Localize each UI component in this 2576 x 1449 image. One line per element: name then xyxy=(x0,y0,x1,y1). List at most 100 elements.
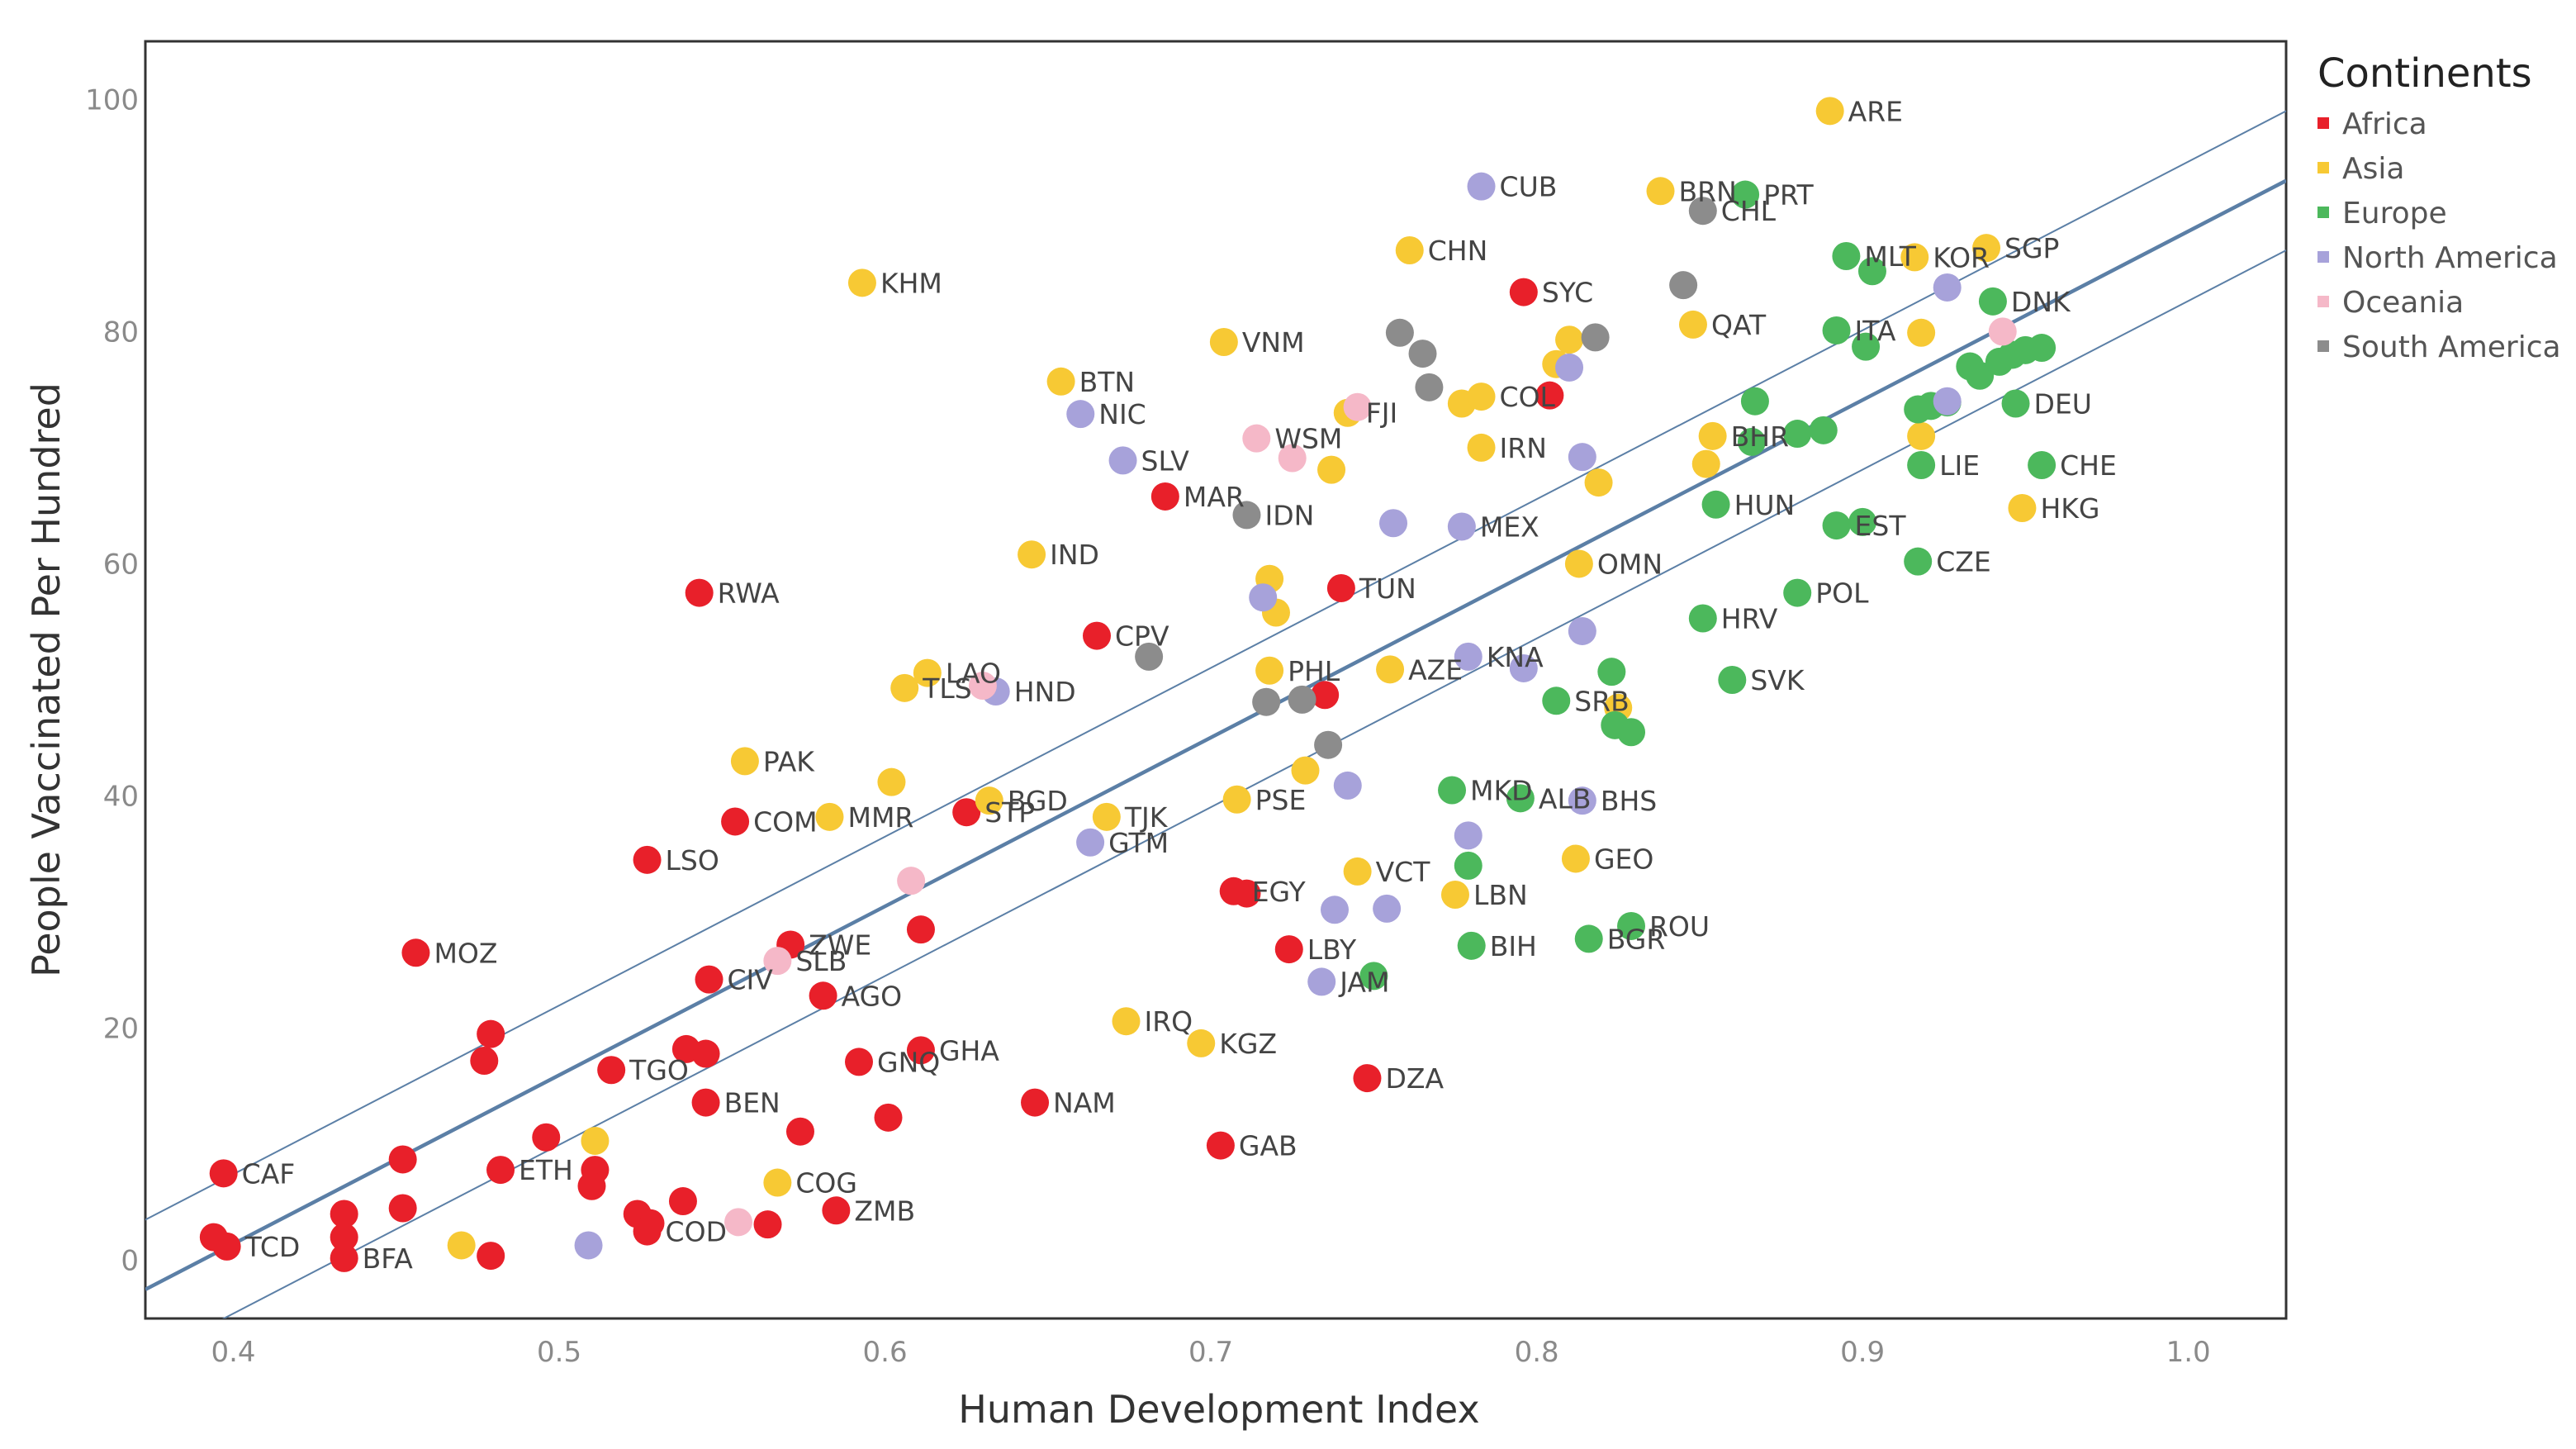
y-axis-title: People Vaccinated Per Hundred xyxy=(24,382,69,977)
data-point-africa xyxy=(691,1088,720,1117)
data-point-south-america xyxy=(1232,501,1261,530)
point-label: HKG xyxy=(2040,492,2099,525)
data-point-africa xyxy=(685,578,714,607)
data-point-europe xyxy=(1737,427,1766,456)
data-point-north-america xyxy=(1454,821,1483,850)
data-point-africa xyxy=(1311,681,1340,710)
y-tick-label: 100 xyxy=(85,83,139,116)
data-point-europe xyxy=(1822,511,1851,540)
y-tick-label: 60 xyxy=(103,548,139,581)
point-label: SVK xyxy=(1750,664,1805,696)
point-label: MKD xyxy=(1470,775,1533,807)
data-point-europe xyxy=(1359,962,1388,991)
data-point-north-america xyxy=(1933,273,1962,302)
data-point-north-america xyxy=(1076,828,1105,857)
data-point-europe xyxy=(1542,686,1571,715)
data-point-africa xyxy=(1509,278,1538,306)
point-label: JAM xyxy=(1338,966,1389,998)
data-point-africa xyxy=(532,1123,561,1152)
legend-swatch xyxy=(2317,207,2329,218)
data-point-europe xyxy=(1904,547,1933,576)
point-label: GHA xyxy=(939,1034,999,1067)
point-label: IND xyxy=(1050,539,1099,571)
point-label: SGP xyxy=(2004,232,2059,264)
point-label: ARE xyxy=(1848,95,1903,127)
data-point-asia xyxy=(763,1168,792,1197)
point-label: TLS xyxy=(922,672,972,705)
point-label: KHM xyxy=(880,267,942,299)
point-label: MEX xyxy=(1480,511,1539,543)
data-point-asia xyxy=(1900,243,1929,272)
data-point-oceania xyxy=(1343,392,1372,421)
y-axis-ticks: 0 20 40 60 80 100 xyxy=(85,83,139,1277)
legend-swatch xyxy=(2317,296,2329,307)
point-label: TGO xyxy=(629,1054,689,1086)
point-label: ALB xyxy=(1539,782,1592,815)
point-label: DNK xyxy=(2011,286,2071,318)
y-tick-label: 80 xyxy=(103,316,139,349)
point-label: POL xyxy=(1815,577,1869,610)
x-tick-label: 0.9 xyxy=(1840,1336,1885,1369)
data-point-north-america xyxy=(1555,353,1584,382)
data-point-africa xyxy=(470,1046,499,1075)
data-point-asia xyxy=(877,767,906,796)
data-point-asia xyxy=(1018,540,1046,569)
data-point-europe xyxy=(1506,784,1535,813)
legend-entry-label: North America xyxy=(2342,241,2558,275)
data-point-south-america xyxy=(1415,373,1444,401)
data-point-asia xyxy=(815,802,844,831)
data-point-africa xyxy=(486,1156,515,1185)
point-label: ZWE xyxy=(809,929,871,961)
point-label: CUB xyxy=(1500,171,1558,203)
data-point-south-america xyxy=(1252,687,1281,716)
y-tick-label: 20 xyxy=(103,1013,139,1046)
data-point-north-america xyxy=(1373,894,1402,923)
data-point-oceania xyxy=(1242,424,1271,453)
legend: Continents Africa Asia Europe North America… xyxy=(2317,50,2561,364)
point-labels: CAF TCD BFA MOZ ETH TGO COD LSO RWA CIV BEN COM ZWE A… xyxy=(242,95,2117,1275)
legend-entry-label: South America xyxy=(2342,330,2561,364)
point-label: TJK xyxy=(1124,801,1169,834)
data-point-africa xyxy=(845,1048,873,1076)
data-point-africa xyxy=(691,1039,720,1068)
data-point-asia xyxy=(975,786,1003,815)
point-label: BRN xyxy=(1679,175,1737,207)
data-point-asia xyxy=(447,1231,476,1260)
data-point-north-america xyxy=(1568,786,1596,815)
data-point-north-america xyxy=(1568,443,1596,472)
point-label: LSO xyxy=(666,844,719,877)
y-tick-label: 40 xyxy=(103,781,139,814)
data-point-south-america xyxy=(1581,323,1610,352)
data-point-asia xyxy=(1698,421,1727,450)
point-label: PAK xyxy=(763,745,815,777)
legend-swatch xyxy=(2317,162,2329,173)
data-point-north-america xyxy=(1454,642,1483,671)
point-label: TCD xyxy=(244,1231,301,1263)
point-label: VNM xyxy=(1242,326,1305,359)
point-label: CHN xyxy=(1428,235,1488,267)
legend-swatch xyxy=(2317,117,2329,129)
data-point-asia xyxy=(2008,493,2037,522)
data-point-africa xyxy=(330,1223,358,1252)
point-label: KOR xyxy=(1933,241,1990,273)
point-label: CAF xyxy=(242,1157,296,1190)
data-point-africa xyxy=(952,798,981,827)
point-label: BGR xyxy=(1607,923,1666,955)
point-label: DEU xyxy=(2034,388,2092,420)
data-point-europe xyxy=(1848,507,1877,536)
x-tick-label: 0.4 xyxy=(211,1336,255,1369)
data-point-europe xyxy=(1688,604,1717,633)
data-point-asia xyxy=(1222,785,1251,814)
x-tick-label: 0.5 xyxy=(537,1336,581,1369)
point-label: HRV xyxy=(1721,603,1778,635)
point-label: HUN xyxy=(1734,489,1796,521)
data-point-asia xyxy=(1376,655,1405,684)
data-point-asia xyxy=(730,747,759,776)
x-axis-ticks: 0.4 0.5 0.6 0.7 0.8 0.9 1.0 xyxy=(211,1336,2210,1369)
point-label: ZMB xyxy=(854,1195,915,1227)
data-point-africa xyxy=(577,1171,606,1200)
data-point-africa xyxy=(477,1242,505,1271)
point-label: DZA xyxy=(1385,1062,1444,1095)
x-axis-title: Human Development Index xyxy=(958,1387,1479,1432)
data-point-asia xyxy=(1092,802,1121,831)
